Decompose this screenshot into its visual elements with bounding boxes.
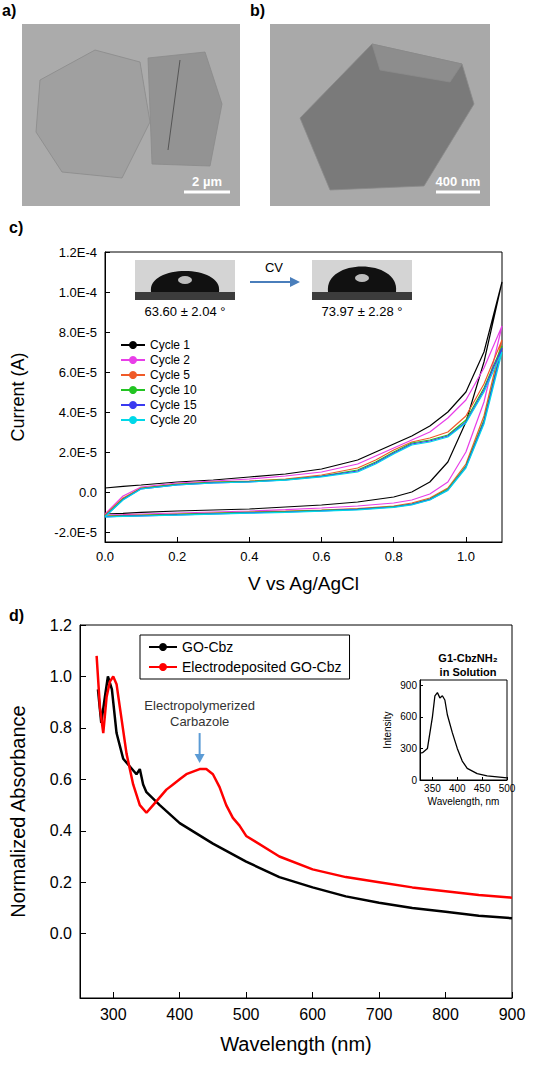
svg-text:Electropolymerized: Electropolymerized xyxy=(144,698,255,713)
svg-text:4.0E-5: 4.0E-5 xyxy=(59,405,97,420)
svg-text:0.4: 0.4 xyxy=(240,549,258,564)
svg-text:6.0E-5: 6.0E-5 xyxy=(59,365,97,380)
svg-text:900: 900 xyxy=(400,680,417,691)
svg-text:Cycle 1: Cycle 1 xyxy=(150,338,190,352)
svg-text:in Solution: in Solution xyxy=(440,666,497,678)
svg-text:400: 400 xyxy=(166,1006,193,1023)
svg-text:Carbazole: Carbazole xyxy=(170,714,229,729)
svg-text:Cycle 2: Cycle 2 xyxy=(150,353,190,367)
svg-text:8.0E-5: 8.0E-5 xyxy=(59,325,97,340)
svg-text:0.4: 0.4 xyxy=(50,822,72,839)
svg-text:a): a) xyxy=(2,2,16,19)
svg-text:350: 350 xyxy=(424,783,441,794)
svg-text:1.0: 1.0 xyxy=(457,549,475,564)
svg-text:Wavelength, nm: Wavelength, nm xyxy=(428,796,500,807)
svg-text:400: 400 xyxy=(449,783,466,794)
svg-text:500: 500 xyxy=(233,1006,260,1023)
svg-text:1.2: 1.2 xyxy=(50,617,72,634)
svg-text:400 nm: 400 nm xyxy=(436,174,481,189)
svg-text:b): b) xyxy=(250,2,265,19)
svg-text:Intensity: Intensity xyxy=(382,711,393,748)
svg-text:0: 0 xyxy=(411,775,417,786)
svg-text:d): d) xyxy=(9,607,24,624)
svg-text:Electrodeposited GO-Cbz: Electrodeposited GO-Cbz xyxy=(182,659,342,675)
svg-text:Cycle 20: Cycle 20 xyxy=(150,413,197,427)
svg-text:0.8: 0.8 xyxy=(50,719,72,736)
svg-text:900: 900 xyxy=(499,1006,526,1023)
svg-text:300: 300 xyxy=(100,1006,127,1023)
svg-text:1.0E-4: 1.0E-4 xyxy=(59,285,97,300)
svg-text:0.0: 0.0 xyxy=(79,485,97,500)
svg-text:Wavelength (nm): Wavelength (nm) xyxy=(220,1033,372,1055)
svg-text:G1-CbzNH₂: G1-CbzNH₂ xyxy=(438,652,497,664)
svg-text:Cycle 10: Cycle 10 xyxy=(150,383,197,397)
svg-text:450: 450 xyxy=(474,783,491,794)
svg-text:800: 800 xyxy=(432,1006,459,1023)
svg-text:0.6: 0.6 xyxy=(313,549,331,564)
svg-text:0.0: 0.0 xyxy=(96,549,114,564)
svg-text:0.8: 0.8 xyxy=(385,549,403,564)
svg-text:Current (A): Current (A) xyxy=(8,352,28,441)
svg-text:2.0E-5: 2.0E-5 xyxy=(59,445,97,460)
svg-text:Cycle 15: Cycle 15 xyxy=(150,398,197,412)
svg-text:-2.0E-5: -2.0E-5 xyxy=(54,525,97,540)
svg-text:0.2: 0.2 xyxy=(50,874,72,891)
svg-text:500: 500 xyxy=(499,783,516,794)
svg-text:600: 600 xyxy=(400,711,417,722)
svg-text:0.0: 0.0 xyxy=(50,925,72,942)
svg-text:c): c) xyxy=(9,219,23,236)
svg-text:Cycle 5: Cycle 5 xyxy=(150,368,190,382)
svg-text:0.2: 0.2 xyxy=(168,549,186,564)
svg-text:73.97 ± 2.28 °: 73.97 ± 2.28 ° xyxy=(321,304,402,319)
svg-text:600: 600 xyxy=(299,1006,326,1023)
svg-text:1.0: 1.0 xyxy=(50,668,72,685)
svg-text:63.60 ± 2.04 °: 63.60 ± 2.04 ° xyxy=(144,304,225,319)
svg-text:300: 300 xyxy=(400,743,417,754)
svg-text:GO-Cbz: GO-Cbz xyxy=(182,639,233,655)
svg-text:700: 700 xyxy=(366,1006,393,1023)
svg-text:1.2E-4: 1.2E-4 xyxy=(59,245,97,260)
svg-text:V vs Ag/AgCl: V vs Ag/AgCl xyxy=(248,573,359,594)
svg-text:Normalized Absorbance: Normalized Absorbance xyxy=(7,705,29,917)
svg-text:CV: CV xyxy=(265,260,283,275)
svg-text:0.6: 0.6 xyxy=(50,771,72,788)
svg-text:2 µm: 2 µm xyxy=(192,174,222,189)
